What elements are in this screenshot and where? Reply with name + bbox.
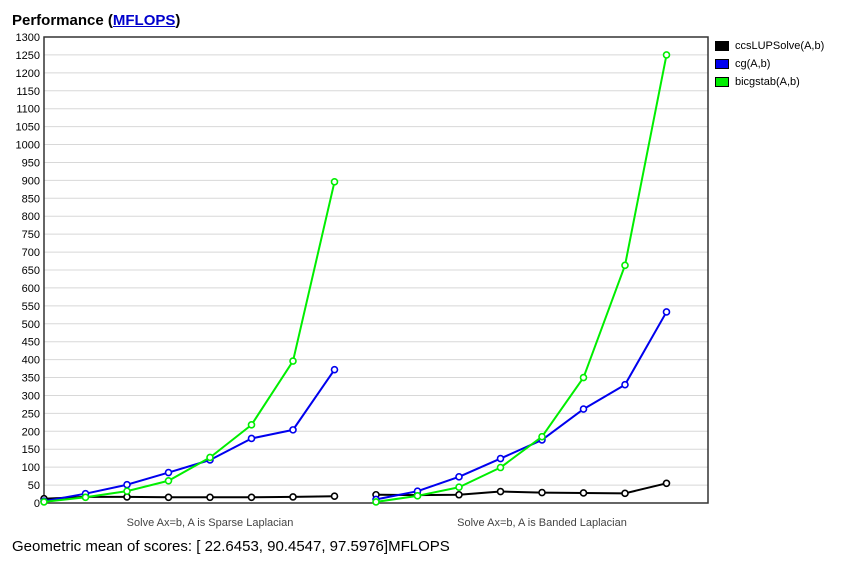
y-tick-label: 450 xyxy=(22,337,40,349)
legend-item: bicgstab(A,b) xyxy=(715,73,824,91)
y-tick-label: 550 xyxy=(22,301,40,313)
data-point xyxy=(330,492,339,500)
legend-item: cg(A,b) xyxy=(715,55,824,73)
data-point xyxy=(538,488,546,497)
legend-swatch xyxy=(715,59,729,69)
y-tick-label: 750 xyxy=(22,229,40,241)
y-tick-label: 100 xyxy=(22,462,40,474)
y-tick-label: 1050 xyxy=(16,122,40,134)
data-point xyxy=(289,357,297,365)
legend-item: ccsLUPSolve(A,b) xyxy=(715,37,824,55)
y-tick-label: 600 xyxy=(22,283,40,295)
y-tick-label: 1300 xyxy=(16,32,40,44)
data-point xyxy=(579,489,588,497)
data-point xyxy=(247,421,256,429)
y-tick-label: 350 xyxy=(22,373,40,385)
title-prefix: Performance ( xyxy=(12,12,113,29)
legend-label: cg(A,b) xyxy=(735,58,771,70)
y-tick-label: 1150 xyxy=(16,86,40,98)
y-tick-label: 700 xyxy=(22,247,40,259)
data-point xyxy=(206,493,214,502)
data-point xyxy=(289,426,297,434)
data-point xyxy=(206,453,214,462)
title-suffix: ) xyxy=(175,12,181,29)
y-tick-label: 650 xyxy=(22,265,40,277)
y-tick-label: 1200 xyxy=(16,68,40,80)
series-line xyxy=(375,311,668,501)
data-point xyxy=(330,178,339,186)
data-point xyxy=(289,493,297,501)
y-tick-label: 1000 xyxy=(16,140,40,152)
data-point xyxy=(123,487,131,495)
data-point xyxy=(247,493,256,502)
y-tick-label: 300 xyxy=(22,390,40,402)
x-group-label: Solve Ax=b, A is Banded Laplacian xyxy=(457,517,627,529)
data-point xyxy=(164,468,173,477)
legend-swatch xyxy=(715,77,729,87)
data-point xyxy=(662,51,671,59)
y-tick-label: 250 xyxy=(22,408,40,420)
data-point xyxy=(579,405,588,413)
data-point xyxy=(455,473,463,481)
series-line xyxy=(43,369,336,503)
mflops-link[interactable]: MFLOPS xyxy=(112,12,176,29)
data-point xyxy=(81,493,90,502)
y-tick-label: 200 xyxy=(22,426,40,438)
y-tick-label: 800 xyxy=(22,211,40,223)
y-tick-label: 50 xyxy=(28,480,40,492)
x-group-label: Solve Ax=b, A is Sparse Laplacian xyxy=(127,517,294,529)
data-point xyxy=(455,483,463,492)
legend-swatch xyxy=(715,41,729,51)
data-point xyxy=(247,434,256,443)
data-point xyxy=(579,373,588,382)
data-point xyxy=(372,498,380,506)
data-point xyxy=(662,479,671,488)
chart-legend: ccsLUPSolve(A,b) cg(A,b) bicgstab(A,b) xyxy=(715,37,824,91)
legend-label: ccsLUPSolve(A,b) xyxy=(735,40,825,52)
geometric-mean-text: Geometric mean of scores: [ 22.6453, 90.… xyxy=(12,538,450,555)
data-point xyxy=(662,308,671,316)
y-tick-label: 1100 xyxy=(16,104,40,116)
series-line xyxy=(375,54,668,503)
y-tick-label: 900 xyxy=(22,175,40,187)
data-point xyxy=(621,380,629,389)
y-tick-label: 850 xyxy=(22,193,40,205)
y-tick-label: 500 xyxy=(22,319,40,331)
legend-label: bicgstab(A,b) xyxy=(735,76,800,88)
data-point xyxy=(496,487,505,496)
series-line xyxy=(43,181,336,503)
data-point xyxy=(164,493,173,502)
data-point xyxy=(413,492,422,500)
y-tick-label: 0 xyxy=(34,498,40,510)
data-point xyxy=(164,476,173,485)
data-point xyxy=(123,480,131,489)
data-point xyxy=(455,490,463,499)
data-point xyxy=(496,454,505,463)
y-tick-label: 950 xyxy=(22,157,40,169)
y-tick-label: 400 xyxy=(22,355,40,367)
data-point xyxy=(621,261,629,270)
y-tick-label: 150 xyxy=(22,444,40,456)
y-tick-label: 1250 xyxy=(16,50,40,62)
chart-title: Performance (MFLOPS) xyxy=(12,12,180,29)
data-point xyxy=(496,463,505,472)
data-point xyxy=(621,489,629,498)
data-point xyxy=(538,432,546,441)
data-point xyxy=(40,498,48,506)
data-point xyxy=(330,365,339,374)
